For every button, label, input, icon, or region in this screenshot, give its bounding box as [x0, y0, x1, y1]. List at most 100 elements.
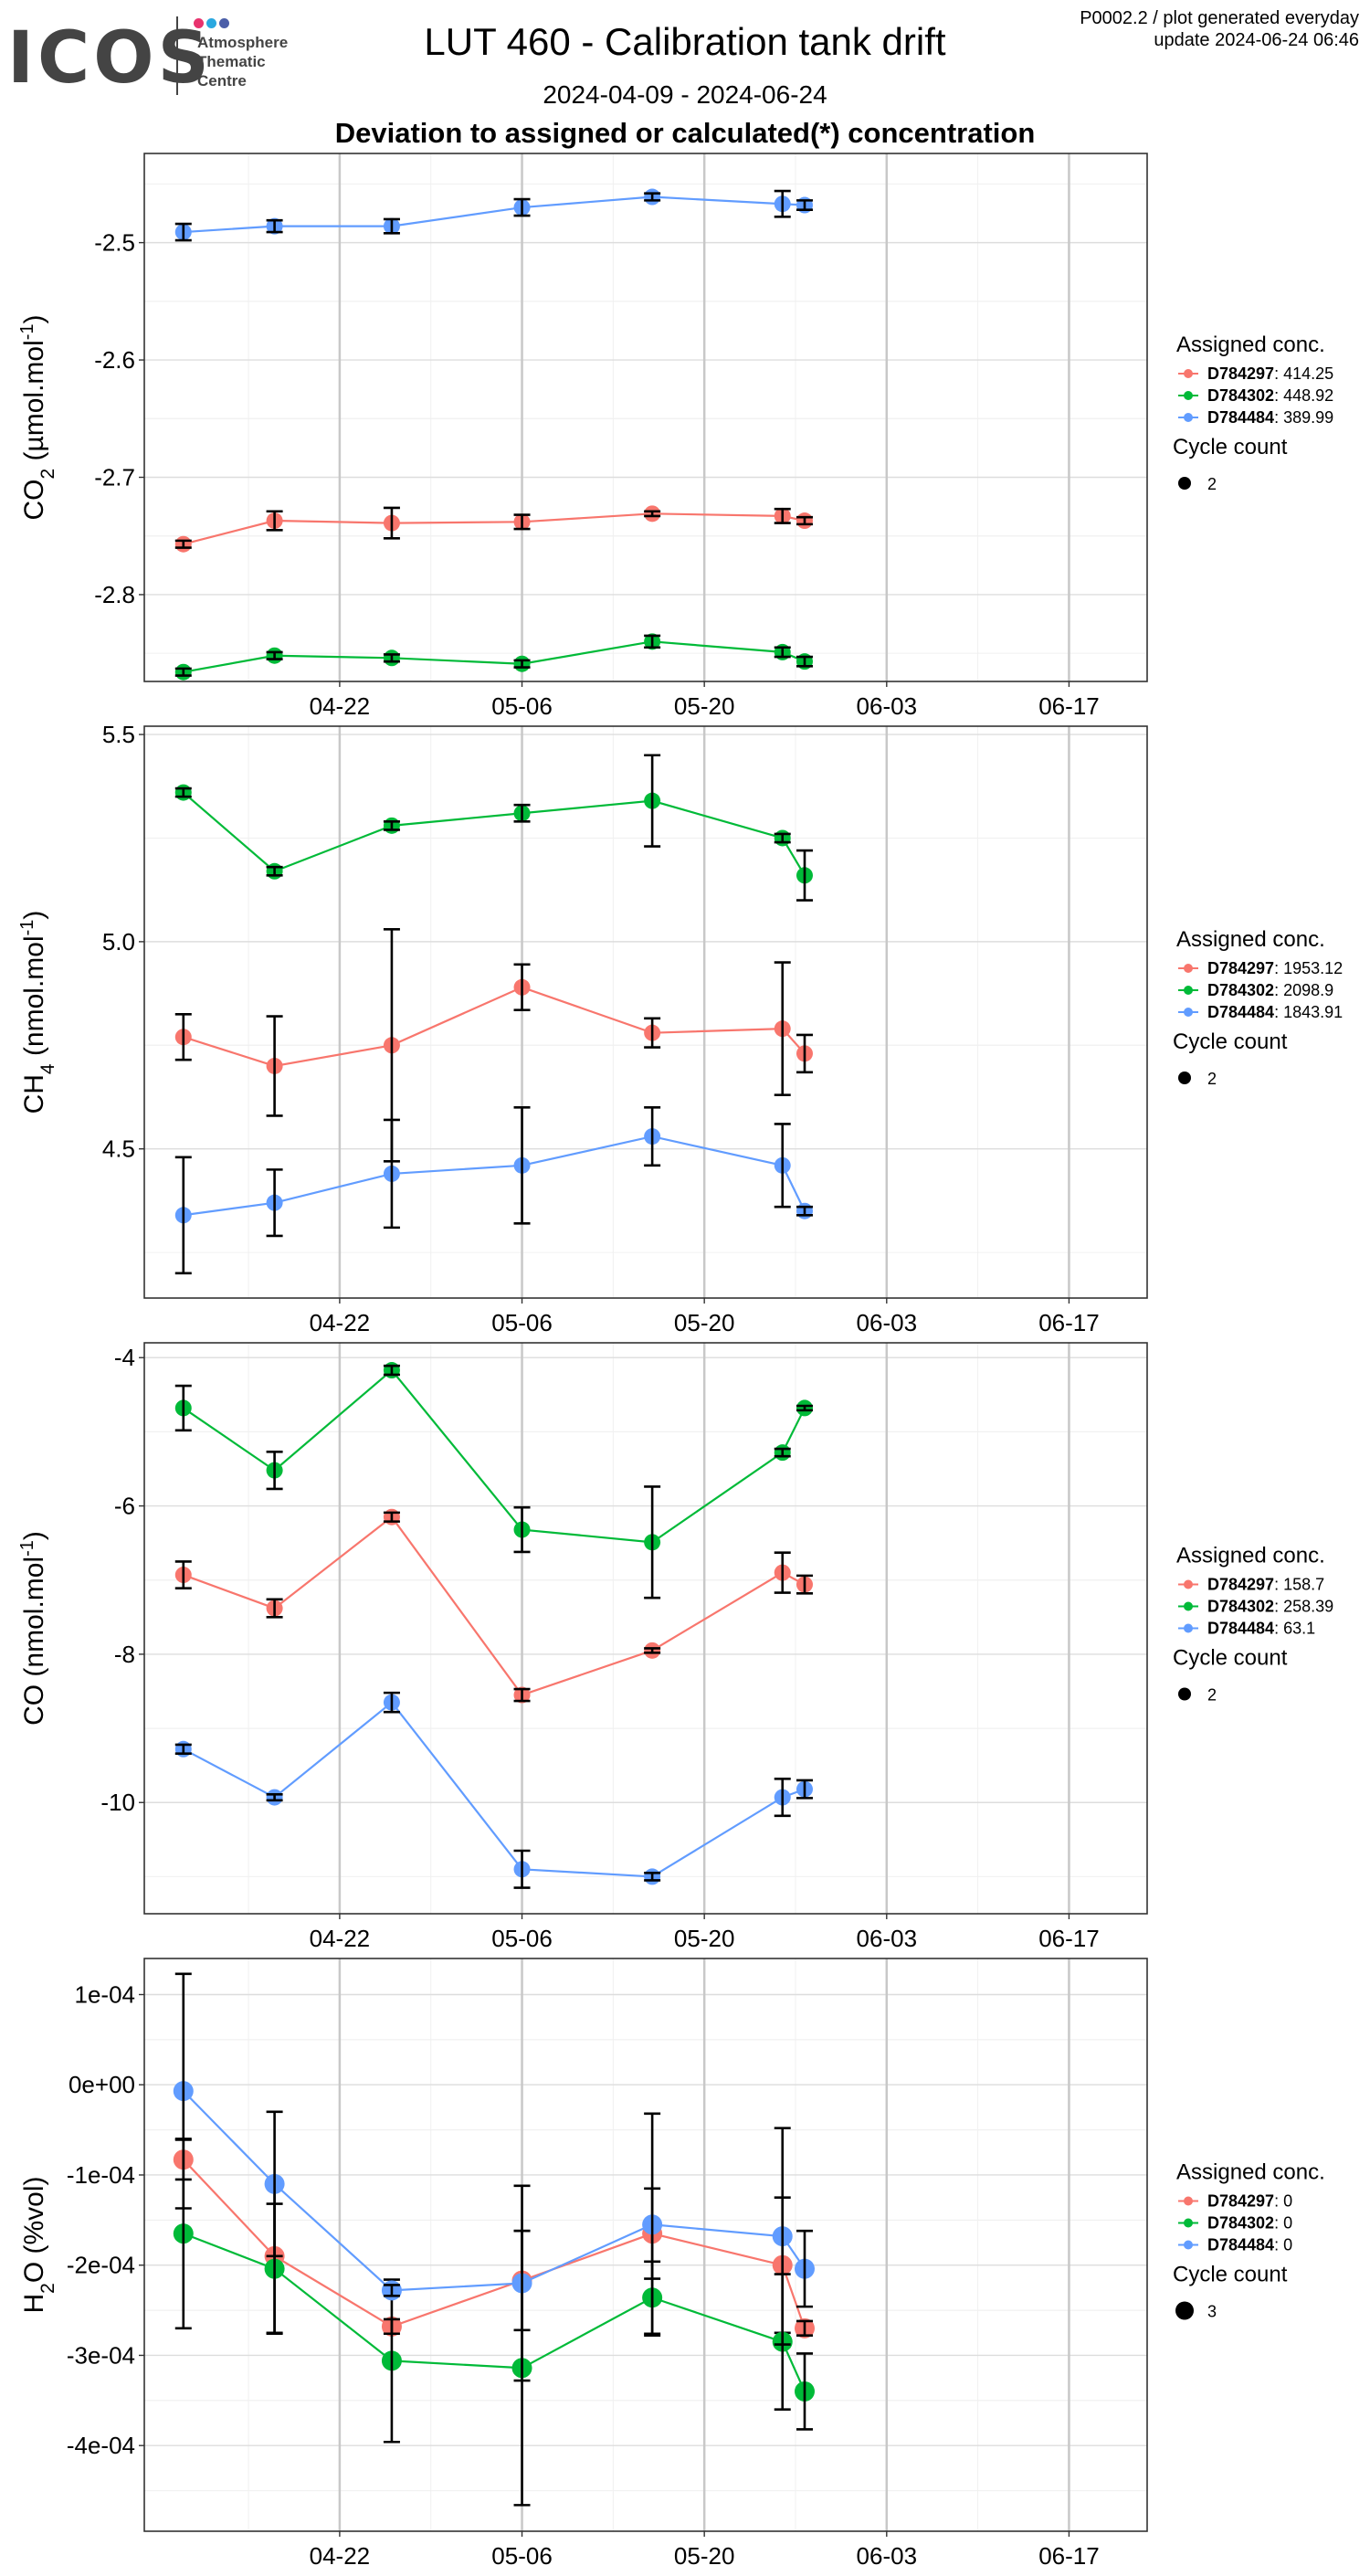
logo-line-2: Thematic [197, 53, 266, 70]
x-tick-label: 06-03 [857, 1925, 918, 1952]
size-legend-value: 3 [1207, 2303, 1217, 2321]
legend-entry: D784297: 158.7 [1207, 1576, 1324, 1594]
y-tick-label: -4 [114, 1344, 135, 1371]
series-D784297 [174, 505, 813, 553]
legend: Assigned conc. D784297: 1953.12 D784302: 2… [1173, 927, 1343, 1088]
y-axis-label: H2O (%vol) [19, 2176, 58, 2313]
size-legend-value: 2 [1207, 1070, 1217, 1088]
series-D784297 [174, 927, 813, 1163]
y-tick-label: -2.6 [94, 346, 135, 374]
x-tick-label: 04-22 [310, 2542, 371, 2570]
legend-key-dot [1184, 1579, 1193, 1589]
legend-title: Assigned conc. [1176, 1544, 1325, 1568]
size-legend-value: 2 [1207, 1686, 1217, 1705]
icos-logo: ICOS Atmosphere Thematic Centre [7, 11, 309, 100]
legend: Assigned conc. D784297: 414.25 D784302: 44… [1173, 333, 1333, 493]
series-D784484 [174, 1106, 813, 1275]
x-tick-label: 06-03 [857, 1309, 918, 1336]
series-D784484 [173, 1972, 815, 2382]
series-line [183, 1368, 806, 1544]
logo-text: Atmosphere Thematic Centre [197, 33, 288, 90]
x-tick-label: 04-22 [310, 1925, 371, 1952]
y-tick-label: 5.5 [102, 721, 135, 748]
y-tick-label: -1e-04 [67, 2161, 135, 2189]
page-title: LUT 460 - Calibration tank drift [424, 20, 946, 63]
panel-frame [143, 1342, 1148, 1915]
legend-entry: D784484: 389.99 [1207, 408, 1333, 427]
legend-entry: D784484: 0 [1207, 2236, 1292, 2254]
legend-entry: D784302: 2098.9 [1207, 981, 1333, 999]
x-tick-label: 05-20 [674, 1309, 735, 1336]
series-line [183, 791, 806, 876]
legend-key-dot [1184, 1601, 1193, 1611]
y-tick-label: 4.5 [102, 1135, 135, 1163]
y-axis-label: CO2 (µmol.mol-1) [17, 314, 58, 520]
legend-entry: D784297: 1953.12 [1207, 959, 1343, 977]
size-legend-title: Cycle count [1173, 1646, 1288, 1671]
x-tick-label: 06-17 [1038, 1925, 1100, 1952]
legend-title: Assigned conc. [1176, 927, 1325, 952]
size-legend-dot [1175, 2301, 1194, 2320]
meta-line-2: update 2024-06-24 06:46 [1154, 30, 1359, 50]
series-D784302 [174, 633, 813, 681]
y-tick-label: -2.7 [94, 464, 135, 491]
legend-key-dot [1184, 964, 1193, 973]
logo-line-3: Centre [197, 72, 247, 90]
panel-frame [143, 725, 1148, 1299]
x-tick-label: 05-06 [491, 692, 553, 720]
legend-entry: D784484: 1843.91 [1207, 1003, 1343, 1021]
chart-heading: Deviation to assigned or calculated(*) c… [334, 117, 1036, 149]
logo-line-1: Atmosphere [197, 34, 289, 51]
y-tick-label: -2.5 [94, 229, 135, 257]
series-D784297 [174, 1508, 813, 1704]
size-legend-title: Cycle count [1173, 435, 1288, 459]
y-tick-label: 1e-04 [75, 1980, 136, 2008]
legend-key-dot [1184, 986, 1193, 995]
x-tick-label: 05-06 [491, 1925, 553, 1952]
size-legend-value: 2 [1207, 475, 1217, 493]
series-D784302 [174, 754, 813, 902]
legend: Assigned conc. D784297: 158.7 D784302: 258… [1173, 1544, 1333, 1705]
y-tick-label: 0e+00 [68, 2071, 135, 2098]
size-legend-dot [1178, 1072, 1191, 1084]
series-line [183, 986, 806, 1068]
legend-title: Assigned conc. [1176, 333, 1325, 357]
panel-3: -10 -8 -6 -4 04-22 05-06 05-20 06-03 06-17 CO (nm… [17, 1342, 1333, 1952]
legend: Assigned conc. D784297: 0 D784302: 0 D78448… [1173, 2160, 1325, 2321]
series-D784302 [174, 1362, 813, 1599]
y-tick-label: -3e-04 [67, 2341, 135, 2369]
size-legend-dot [1178, 1687, 1191, 1701]
x-tick-label: 06-17 [1038, 1309, 1100, 1336]
x-tick-label: 05-06 [491, 2542, 553, 2570]
legend-key-dot [1184, 2240, 1193, 2250]
x-tick-label: 06-03 [857, 692, 918, 720]
x-tick-label: 06-03 [857, 2542, 918, 2570]
legend-key-dot [1184, 2196, 1193, 2206]
legend-entry: D784297: 414.25 [1207, 364, 1333, 383]
y-tick-label: -2.8 [94, 581, 135, 608]
x-tick-label: 06-17 [1038, 2542, 1100, 2570]
panel-2: 4.5 5.0 5.5 04-22 05-06 05-20 06-03 06-17 CH4 (n… [17, 721, 1343, 1336]
legend-entry: D784302: 0 [1207, 2214, 1292, 2233]
logo-divider [176, 16, 178, 95]
legend-key-dot [1184, 391, 1193, 400]
panel-4: -4e-04 -3e-04 -2e-04 -1e-04 0e+00 1e-04 04-22 0… [19, 1958, 1325, 2570]
y-tick-label: -6 [114, 1493, 135, 1520]
x-tick-label: 05-06 [491, 1309, 553, 1336]
y-tick-label: 5.0 [102, 928, 135, 955]
y-axis-label: CO (nmol.mol-1) [17, 1531, 49, 1726]
legend-entry: D784302: 258.39 [1207, 1598, 1333, 1616]
legend-entry: D784302: 448.92 [1207, 386, 1333, 405]
size-legend-title: Cycle count [1173, 1029, 1288, 1054]
series-D784484 [174, 1691, 813, 1889]
legend-key-dot [1184, 413, 1193, 422]
y-tick-label: -10 [100, 1789, 135, 1816]
size-legend-dot [1178, 477, 1191, 490]
x-tick-label: 05-20 [674, 692, 735, 720]
legend-title: Assigned conc. [1176, 2160, 1325, 2185]
y-axis-label: CH4 (nmol.mol-1) [17, 911, 58, 1114]
series-D784297 [173, 2138, 815, 2338]
legend-key-dot [1184, 1008, 1193, 1017]
y-tick-label: -2e-04 [67, 2252, 135, 2279]
